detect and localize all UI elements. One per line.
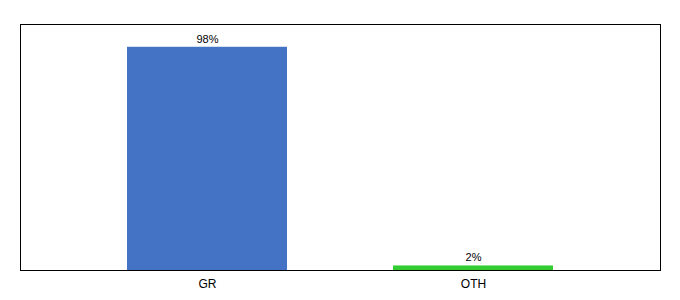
svg-text:98%: 98%	[196, 33, 218, 45]
svg-text:GR: GR	[199, 277, 217, 291]
svg-text:2%: 2%	[466, 251, 482, 263]
svg-text:OTH: OTH	[461, 277, 486, 291]
